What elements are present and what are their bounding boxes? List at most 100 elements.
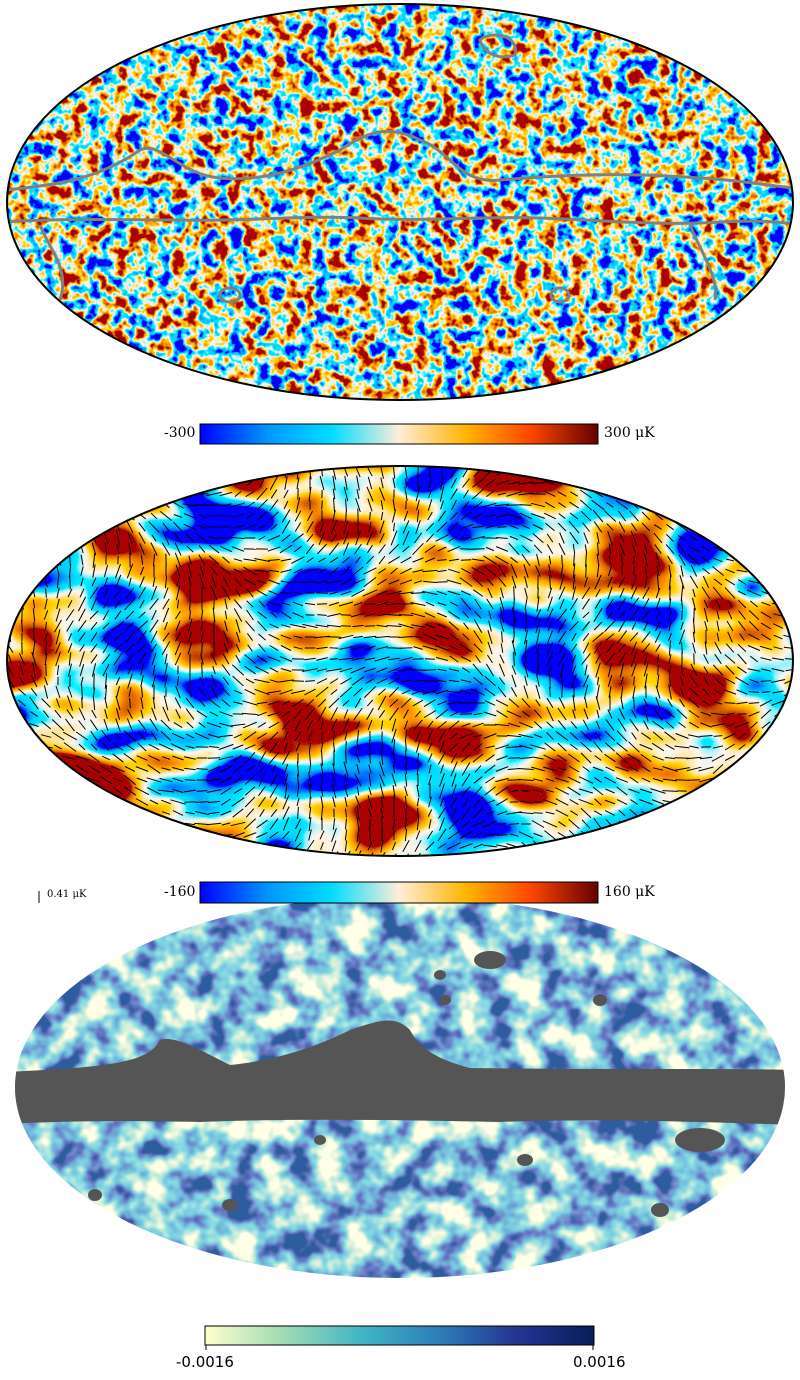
polarization-vector <box>62 755 78 761</box>
polarization-vector <box>365 677 375 685</box>
polarization-vector <box>737 590 747 596</box>
polarization-vector <box>7 786 17 796</box>
polarization-vector <box>222 676 230 686</box>
polarization-vector <box>282 794 290 810</box>
polarization-map <box>6 465 794 903</box>
polarization-vector <box>113 632 123 642</box>
polarization-vector <box>607 576 613 588</box>
polarization-vector <box>32 662 36 678</box>
polarization-vector <box>519 534 533 542</box>
polarization-vector <box>392 785 396 797</box>
polarization-vector <box>398 623 414 629</box>
polarization-vector <box>270 797 278 807</box>
polarization-vector <box>328 697 340 709</box>
colorbar-min-label: -160 <box>164 884 196 900</box>
polarization-vector <box>544 742 556 752</box>
polarization-vector <box>152 665 156 675</box>
polarization-vector <box>79 651 85 667</box>
polarization-vector <box>593 810 603 816</box>
polarization-vector <box>582 642 590 654</box>
polarization-vector <box>497 686 507 698</box>
polarization-vector <box>414 839 422 853</box>
polarization-vector <box>524 587 528 599</box>
polarization-vector <box>29 513 39 519</box>
polarization-vector <box>306 719 314 731</box>
polarization-vector <box>188 555 192 565</box>
polarization-vector <box>206 491 222 497</box>
polarization-vector <box>618 542 626 556</box>
polarization-vector <box>427 511 433 521</box>
polarization-vector <box>546 851 554 856</box>
polarization-vector <box>473 512 483 520</box>
polarization-vector <box>703 599 709 609</box>
polarization-vector <box>15 469 29 475</box>
polarization-vector <box>530 502 546 508</box>
polarization-vector <box>461 567 471 575</box>
polarization-vector <box>519 757 533 759</box>
polarization-vector <box>344 475 348 491</box>
polarization-vector <box>595 720 601 730</box>
polarization-vector <box>643 698 649 708</box>
polarization-vector <box>473 630 483 644</box>
polarization-vector <box>356 489 360 499</box>
polarization-vector <box>558 502 566 508</box>
polarization-vector <box>688 734 700 738</box>
polarization-vector <box>103 564 109 578</box>
polarization-vector <box>460 536 472 540</box>
polarization-vector <box>124 766 136 772</box>
polarization-vector <box>18 653 26 665</box>
polarization-vector <box>379 532 385 544</box>
polarization-vector <box>123 500 137 510</box>
polarization-vector <box>473 677 483 685</box>
polarization-vector <box>149 598 159 610</box>
polarization-vector <box>644 652 648 666</box>
polarization-vector <box>90 743 98 751</box>
polarization-vector <box>164 653 168 665</box>
polarization-vector <box>422 569 438 573</box>
polarization-vector <box>483 555 497 565</box>
polarization-vector <box>558 542 566 556</box>
polarization-vector <box>775 743 781 751</box>
polarization-vector <box>666 852 674 856</box>
polarization-vector <box>606 598 614 610</box>
polarization-vector <box>104 542 108 556</box>
polarization-vector <box>123 469 137 475</box>
polarization-vector <box>558 586 566 600</box>
polarization-vector <box>356 764 360 774</box>
polarization-vector <box>495 766 509 772</box>
polarization-vector <box>211 653 217 665</box>
polarization-vector <box>7 754 16 762</box>
polarization-vector <box>219 545 233 553</box>
polarization-vector <box>488 620 492 632</box>
polarization-vector <box>738 763 746 775</box>
polarization-vector <box>459 843 473 849</box>
polarization-vector <box>450 796 458 808</box>
polarization-vector <box>55 685 61 699</box>
polarization-vector <box>259 478 265 488</box>
polarization-vector <box>448 668 460 672</box>
polarization-vector <box>605 766 615 772</box>
polarization-vector <box>256 701 268 705</box>
polarization-vector <box>127 673 133 689</box>
polarization-vector <box>686 514 702 518</box>
polarization-vector <box>654 630 662 644</box>
polarization-vector <box>713 578 723 586</box>
polarization-vector <box>243 731 257 741</box>
polarization-vector <box>138 522 146 532</box>
polarization-vector <box>53 513 63 519</box>
polarization-vector <box>525 654 527 664</box>
polarization-vector <box>374 656 390 662</box>
polarization-vector <box>243 523 257 531</box>
polarization-vector <box>63 789 77 793</box>
polarization-vector <box>450 732 458 740</box>
polarization-vector <box>546 721 554 729</box>
polarization-vector <box>404 763 408 775</box>
polarization-vector <box>641 732 651 740</box>
polarization-vector <box>112 469 124 475</box>
polarization-vector <box>66 513 74 519</box>
polarization-vector <box>451 773 457 787</box>
polarization-vector <box>497 810 507 816</box>
polarization-vector <box>462 796 470 808</box>
polarization-vector <box>549 687 551 697</box>
polarization-vector <box>340 614 352 616</box>
